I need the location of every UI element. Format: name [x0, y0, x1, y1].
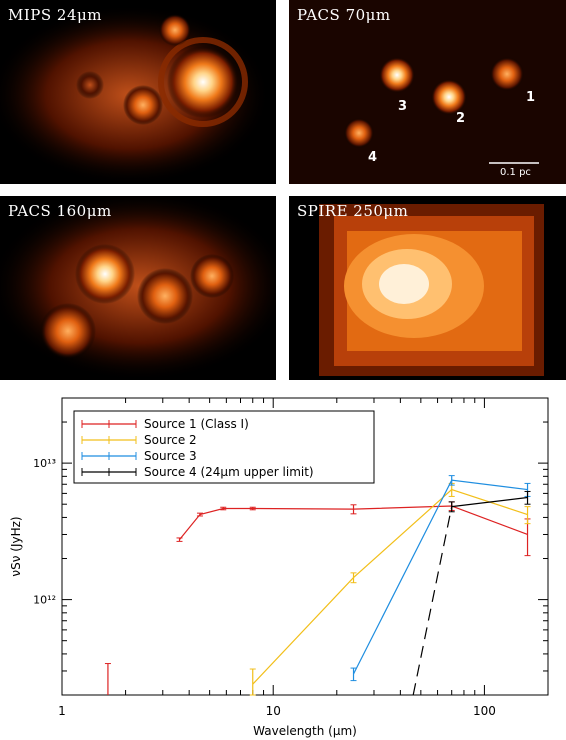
plot-frame [61, 397, 549, 696]
spire250-image [319, 204, 544, 376]
panel-pacs70: 1 2 3 4 0.1 pc PACS 70μm [289, 0, 566, 184]
scalebar-label: 0.1 pc [500, 167, 531, 178]
x-tick-label: 1 [58, 704, 66, 718]
panel-label-mips24: MIPS 24μm [8, 6, 102, 24]
source-label-2: 2 [456, 111, 466, 126]
source-label-3: 3 [398, 99, 408, 114]
legend-box [73, 410, 375, 484]
y-tick-label: 10¹³ [33, 457, 56, 470]
panel-label-pacs160: PACS 160μm [8, 202, 112, 220]
panel-mips24: MIPS 24μm [0, 0, 276, 184]
legend-label-1: Source 1 (Class I) [144, 417, 249, 431]
series-line-3 [352, 479, 528, 675]
x-tick-label: 10 [266, 704, 281, 718]
panel-spire250: SPIRE 250μm [289, 196, 566, 380]
legend-label-2: Source 2 [144, 433, 197, 447]
pacs160-image [0, 196, 276, 380]
x-axis-label: Wavelength (μm) [253, 724, 357, 738]
series-line-4 [451, 496, 528, 508]
y-axis-label: νSν (JyHz) [9, 516, 23, 576]
upper-limit-line [412, 506, 453, 696]
panel-label-pacs70: PACS 70μm [297, 6, 391, 24]
panel-pacs160: PACS 160μm [0, 196, 276, 380]
x-tick-label: 100 [473, 704, 496, 718]
legend-label-4: Source 4 (24μm upper limit) [144, 465, 314, 479]
mips24-image [0, 5, 270, 184]
pacs70-image [344, 57, 539, 164]
legend-label-3: Source 3 [144, 449, 197, 463]
sed-chart: 1 10 100 10¹² 10¹³ Wavelength (μm) νSν (JyHz) S… [9, 397, 549, 738]
y-tick-label: 10¹² [33, 594, 56, 607]
panel-label-spire250: SPIRE 250μm [297, 202, 409, 220]
source-label-4: 4 [368, 150, 378, 165]
source-label-1: 1 [526, 90, 536, 105]
